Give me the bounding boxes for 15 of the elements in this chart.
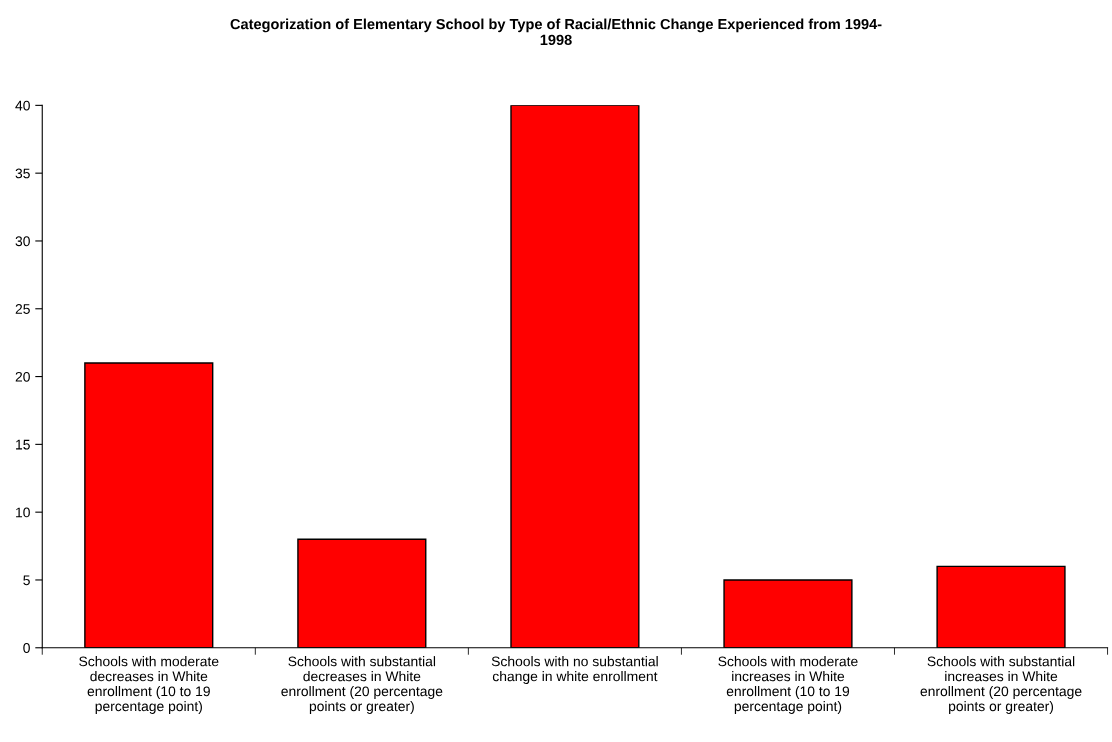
y-tick-label: 20 [15, 371, 30, 382]
y-tick-label: 25 [15, 304, 30, 314]
chart-title: Categorization of Elementary School by Type of Racial/Ethnic Change Experienced from 1994- 1998 [230, 18, 882, 46]
y-tick-label: 5 [23, 575, 30, 586]
y-tick-label: 0 [23, 643, 30, 653]
y-tick-label: 10 [16, 507, 30, 518]
x-tick-label: Schools with substantial increases in White enrollment (20 percentage points or greater) [920, 656, 1082, 714]
x-tick-label: Schools with moderate increases in White enrollment (10 to 19 percentage point) [718, 656, 858, 714]
y-tick-label: 30 [15, 236, 30, 247]
x-tick-label: Schools with no substantial change in white enrollment [491, 656, 658, 685]
x-tick-label: Schools with substantial decreases in White enrollment (20 percentage points or greater) [281, 656, 443, 714]
y-tick-label: 40 [15, 100, 30, 111]
y-tick-label: 15 [16, 439, 30, 450]
x-tick-label: Schools with moderate decreases in White enrollment (10 to 19 percentage point) [79, 656, 219, 714]
y-tick-label: 35 [15, 168, 30, 179]
